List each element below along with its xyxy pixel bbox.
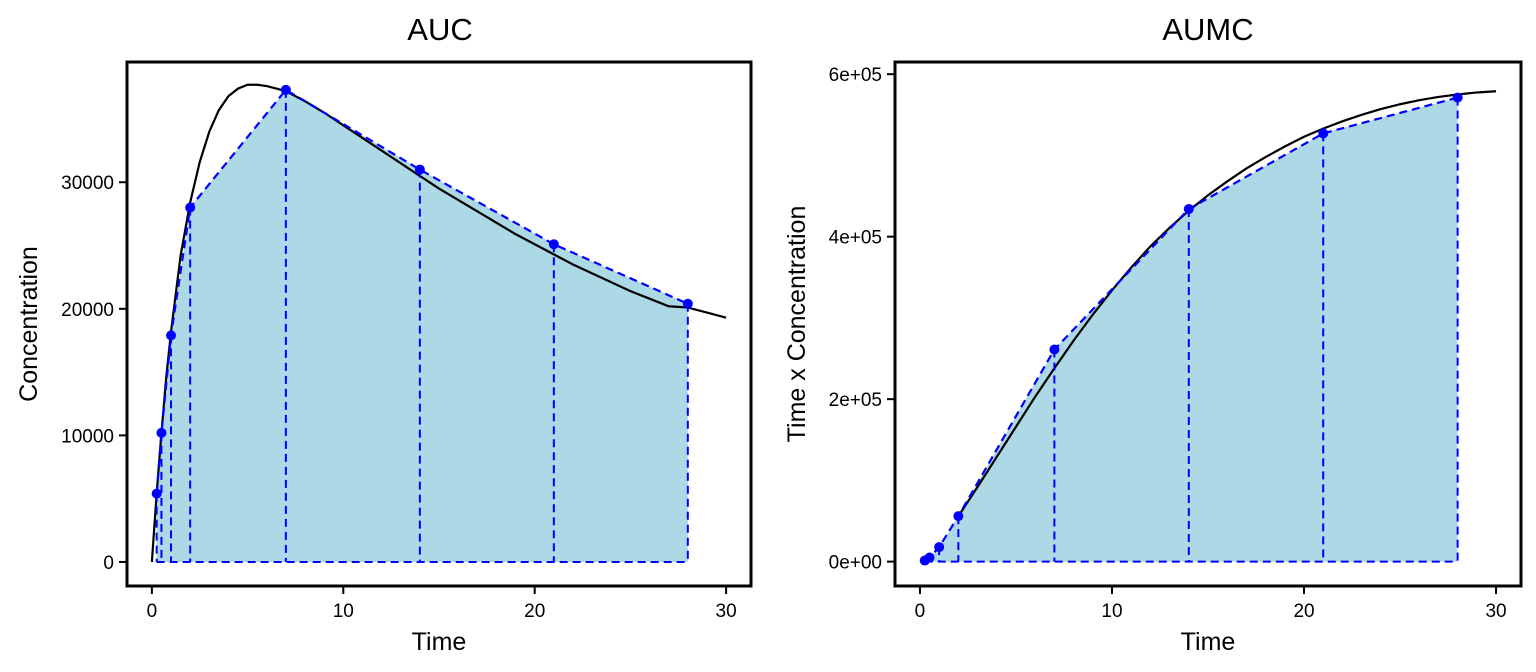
auc-panel-title: AUC — [407, 12, 472, 47]
auc-panel-frame — [125, 60, 753, 588]
aumc-y-axis-title: Time x Concentration — [783, 206, 811, 443]
auc-shaded-area — [156, 89, 688, 562]
aumc-data-point — [924, 552, 935, 563]
auc-y-tick-label: 30000 — [61, 173, 114, 194]
aumc-panel-title: AUMC — [1162, 12, 1253, 47]
auc-x-tick-label: 30 — [716, 601, 737, 622]
auc-data-point — [414, 164, 425, 175]
aumc-axes: 0 10 20 30 0e+00 2e+05 4e+05 6e+05 — [829, 65, 1507, 622]
auc-axes: 0 10 20 30 0 10000 20000 30000 — [61, 173, 737, 622]
aumc-panel: AUMC 0 10 20 30 0e+00 2e+05 4e+05 6e+05 Time Ti… — [783, 12, 1523, 656]
auc-data-point — [548, 239, 559, 250]
aumc-y-tick-label: 4e+05 — [829, 228, 882, 249]
aumc-panel-frame — [893, 60, 1523, 588]
aumc-x-tick-label: 0 — [915, 601, 926, 622]
auc-x-axis-title: Time — [412, 628, 467, 656]
auc-y-tick-label: 20000 — [61, 300, 114, 321]
aumc-data-point — [1183, 204, 1194, 215]
auc-y-axis-title: Concentration — [15, 246, 43, 402]
aumc-y-tick-label: 0e+00 — [829, 553, 882, 574]
auc-x-tick-label: 10 — [333, 601, 354, 622]
auc-fitted-curve — [150, 83, 727, 563]
auc-data-point — [166, 330, 177, 341]
aumc-x-tick-label: 10 — [1101, 601, 1122, 622]
aumc-y-tick-label: 2e+05 — [829, 390, 882, 411]
aumc-plot-area — [919, 90, 1497, 566]
auc-panel: AUC 0 10 20 30 0 10000 20000 30000 Time Concent… — [15, 12, 753, 656]
aumc-fitted-curve — [957, 90, 1497, 517]
auc-data-point — [156, 427, 167, 438]
aumc-data-point — [934, 542, 945, 553]
auc-plot-area — [150, 83, 727, 563]
aumc-x-tick-label: 30 — [1485, 601, 1506, 622]
auc-data-point — [280, 84, 291, 95]
auc-x-tick-label: 0 — [147, 601, 158, 622]
aumc-x-tick-label: 20 — [1293, 601, 1314, 622]
aumc-data-point — [1452, 92, 1463, 103]
auc-y-tick-label: 0 — [103, 553, 114, 574]
aumc-y-tick-label: 6e+05 — [829, 65, 882, 86]
aumc-data-point — [1318, 128, 1329, 139]
auc-data-point — [682, 298, 693, 309]
aumc-data-point — [953, 511, 964, 522]
auc-x-tick-label: 20 — [524, 601, 545, 622]
aumc-data-point — [1049, 344, 1060, 355]
aumc-shaded-area — [924, 97, 1458, 562]
aumc-x-axis-title: Time — [1181, 628, 1236, 656]
auc-y-tick-label: 10000 — [61, 426, 114, 447]
auc-data-point — [151, 488, 162, 499]
auc-data-point — [185, 202, 196, 213]
